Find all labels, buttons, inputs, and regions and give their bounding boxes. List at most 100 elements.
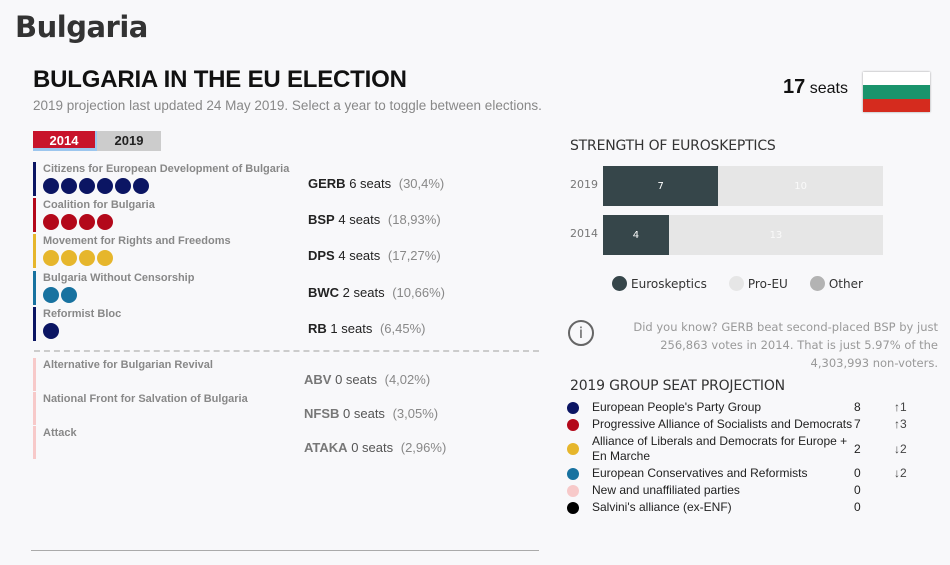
total-seats-number: 17: [783, 76, 806, 98]
projection-title: 2019 GROUP SEAT PROJECTION: [570, 378, 785, 394]
seat-dot: [61, 287, 77, 303]
party-seats: 0 seats: [351, 440, 394, 455]
bar-pro-eu: 10: [718, 166, 883, 206]
projection-row: Alliance of Liberals and Democrats for E…: [567, 434, 917, 464]
group-seats: 0: [854, 483, 861, 497]
party-result: GERB 6 seats (30,4%): [308, 176, 444, 191]
group-color-icon: [567, 467, 579, 480]
group-color-icon: [567, 401, 579, 414]
party-name: Citizens for European Development of Bul…: [43, 163, 290, 175]
party-result: ABV 0 seats (4,02%): [304, 372, 430, 387]
seat-dot: [61, 178, 77, 194]
party-seats: 0 seats: [335, 372, 377, 387]
bar-euroskeptics: 4: [603, 215, 669, 255]
group-seats: 0: [854, 500, 861, 514]
party-name: Coalition for Bulgaria: [43, 199, 155, 211]
year-tabs: 2014 2019: [33, 131, 161, 151]
seat-dot: [43, 323, 59, 339]
seat-dot: [79, 250, 95, 266]
party-abbr: DPS: [308, 248, 335, 263]
legend-label: Other: [828, 276, 863, 291]
info-text: Did you know? GERB beat second-placed BS…: [633, 320, 938, 370]
party-result: NFSB 0 seats (3,05%): [304, 406, 438, 421]
seat-dots: [43, 287, 533, 303]
seat-dot: [61, 250, 77, 266]
legend-item: Other: [809, 276, 863, 291]
seat-dot: [61, 214, 77, 230]
party-result: BWC 2 seats (10,66%): [308, 285, 445, 300]
group-seats: 0: [854, 466, 861, 480]
party-percent: (3,05%): [392, 406, 439, 421]
bar-pro-eu: 13: [668, 215, 883, 255]
seat-dots: [43, 323, 533, 339]
threshold-divider: [34, 350, 539, 352]
party-seats: 0 seats: [343, 406, 385, 421]
seat-dot: [79, 178, 95, 194]
group-name: Progressive Alliance of Socialists and D…: [592, 417, 853, 431]
party-seats: 4 seats: [338, 212, 381, 227]
party-percent: (10,66%): [392, 285, 445, 300]
bar-year-label: 2019: [570, 178, 598, 191]
seat-dot: [97, 178, 113, 194]
party-name: Reformist Bloc: [43, 308, 122, 320]
party-percent: (17,27%): [387, 248, 441, 263]
group-name: New and unaffiliated parties: [592, 483, 740, 497]
projection-row: European People's Party Group 8 ↑1: [567, 400, 917, 415]
bar-row-2014: 2014 4 13: [570, 215, 885, 255]
party-name: National Front for Salvation of Bulgaria: [43, 393, 248, 405]
projection-list: European People's Party Group 8 ↑1 Progr…: [567, 400, 917, 517]
seat-dot: [43, 214, 59, 230]
party-row: Bulgaria Without Censorship BWC 2 seats …: [33, 271, 533, 305]
tab-2014[interactable]: 2014: [33, 131, 97, 151]
party-result: RB 1 seats (6,45%): [308, 321, 425, 336]
projection-row: New and unaffiliated parties 0: [567, 483, 917, 498]
main-title: BULGARIA IN THE EU ELECTION: [33, 66, 407, 93]
seat-dot: [97, 250, 113, 266]
party-abbr: NFSB: [304, 406, 340, 421]
flag-stripe-red: [863, 98, 930, 112]
party-result: BSP 4 seats (18,93%): [308, 212, 441, 227]
party-abbr: GERB: [308, 176, 346, 191]
party-name: Attack: [43, 427, 77, 439]
total-seats-label: seats: [809, 80, 848, 97]
minor-party-row: Alternative for Bulgarian Revival ABV 0 …: [33, 358, 533, 391]
legend-swatch-icon: [728, 276, 744, 291]
party-abbr: ABV: [304, 372, 332, 387]
bar-track: 4 13: [603, 215, 883, 255]
flag-stripe-green: [863, 85, 930, 99]
party-name: Bulgaria Without Censorship: [43, 272, 195, 284]
party-result: DPS 4 seats (17,27%): [308, 248, 441, 263]
group-seat-change: ↓2: [894, 441, 907, 456]
seat-dots: [43, 214, 533, 230]
party-abbr: BWC: [308, 285, 340, 300]
total-seats: 17 seats: [783, 76, 848, 99]
bar-row-2019: 2019 7 10: [570, 166, 885, 206]
bottom-divider: [31, 550, 539, 551]
minor-party-row: Attack ATAKA 0 seats (2,96%): [33, 426, 533, 459]
party-percent: (30,4%): [398, 176, 445, 191]
party-result: ATAKA 0 seats (2,96%): [304, 440, 446, 455]
group-seats: 7: [854, 417, 861, 431]
euroskeptics-title: STRENGTH OF EUROSKEPTICS: [570, 138, 776, 154]
page-title: Bulgaria: [15, 10, 148, 44]
seat-dots: [43, 250, 533, 266]
bar-year-label: 2014: [570, 227, 598, 240]
bulgaria-flag-icon: [863, 72, 930, 112]
legend-swatch-icon: [809, 276, 825, 291]
party-row: Coalition for Bulgaria BSP 4 seats (18,9…: [33, 198, 533, 232]
legend-item: Pro-EU: [728, 276, 788, 291]
projection-row: Progressive Alliance of Socialists and D…: [567, 417, 917, 432]
seat-dot: [43, 250, 59, 266]
did-you-know: i Did you know? GERB beat second-placed …: [568, 318, 938, 372]
party-row: Citizens for European Development of Bul…: [33, 162, 533, 196]
seat-dot: [97, 214, 113, 230]
party-name: Movement for Rights and Freedoms: [43, 235, 231, 247]
euroskeptics-legend: Euroskeptics Pro-EU Other: [612, 276, 863, 291]
seat-dot: [43, 178, 59, 194]
projection-row: Salvini's alliance (ex-ENF) 0: [567, 500, 917, 515]
seat-dot: [115, 178, 131, 194]
group-color-icon: [567, 443, 579, 455]
group-seat-change: ↑1: [894, 400, 907, 414]
tab-2019[interactable]: 2019: [97, 131, 161, 151]
seat-dot: [79, 214, 95, 230]
